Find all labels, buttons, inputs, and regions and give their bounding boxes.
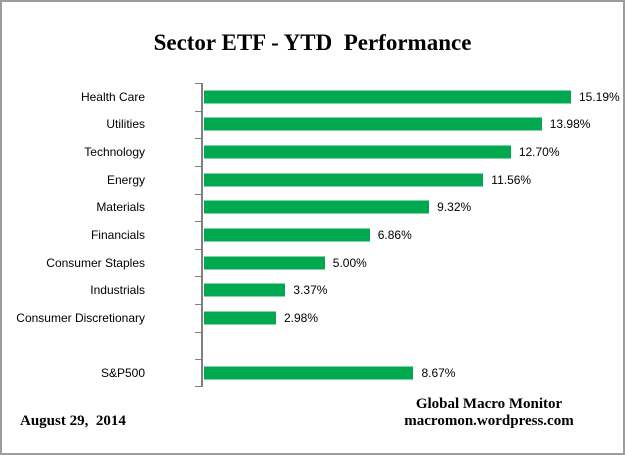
- footer-source-url: macromon.wordpress.com: [404, 413, 574, 429]
- chart-row: Energy 11.56%: [2, 166, 623, 194]
- plot-area: Health Care 15.19% Utilities 13.98% Technolo…: [2, 83, 623, 387]
- bar: [204, 117, 542, 131]
- bar: [204, 90, 571, 104]
- value-label: 11.56%: [491, 172, 532, 187]
- category-label: Energy: [106, 172, 145, 187]
- category-label: S&P500: [100, 366, 145, 381]
- bar: [204, 256, 325, 270]
- value-label: 6.86%: [377, 228, 412, 242]
- chart-row: Health Care 15.19%: [2, 83, 623, 111]
- chart-row: Technology 12.70%: [2, 138, 623, 166]
- axis-tick: [195, 331, 201, 333]
- bar: [204, 173, 484, 187]
- bar: [204, 311, 276, 325]
- chart-row: Industrials 3.37%: [2, 276, 623, 304]
- value-label: 12.70%: [518, 145, 560, 160]
- bar: [204, 366, 414, 380]
- value-label: 5.00%: [332, 255, 367, 270]
- chart-row: Consumer Staples 5.00%: [2, 249, 623, 277]
- axis-tick: [195, 83, 201, 84]
- chart-title: Sector ETF - YTD Performance: [153, 30, 472, 55]
- value-label: 13.98%: [549, 117, 591, 132]
- chart-row: Materials 9.32%: [2, 194, 623, 222]
- category-label: Materials: [96, 200, 145, 215]
- category-label: Industrials: [90, 283, 145, 298]
- category-label: Technology: [84, 145, 145, 160]
- value-label: 2.98%: [283, 310, 319, 325]
- value-label: 9.32%: [437, 200, 472, 215]
- chart-row: Financials 6.86%: [2, 221, 623, 249]
- footer-date: August 29, 2014: [20, 413, 126, 429]
- bar: [204, 200, 430, 214]
- axis-tick: [195, 165, 201, 167]
- chart-row: Consumer Discretionary 2.98%: [2, 304, 623, 332]
- axis-tick: [195, 221, 201, 223]
- category-label: Financials: [90, 228, 145, 242]
- axis-tick: [195, 110, 201, 112]
- bar: [204, 283, 286, 297]
- footer-source-name: Global Macro Monitor: [415, 396, 563, 412]
- axis-tick: [195, 304, 201, 306]
- value-label: 3.37%: [293, 283, 328, 298]
- value-label: 8.67%: [421, 366, 456, 381]
- category-label: Consumer Staples: [46, 255, 145, 270]
- bar: [204, 228, 370, 242]
- category-label: Consumer Discretionary: [16, 310, 145, 325]
- chart-row: [2, 332, 623, 360]
- axis-tick: [195, 248, 201, 250]
- axis-tick: [195, 386, 201, 387]
- axis-tick: [195, 138, 201, 140]
- axis-tick: [195, 359, 201, 361]
- category-label: Health Care: [80, 89, 145, 104]
- bar: [204, 145, 511, 159]
- category-axis-line: [201, 83, 203, 387]
- footer-source: Global Macro Monitor macromon.wordpress.…: [339, 396, 623, 430]
- axis-tick: [195, 193, 201, 195]
- chart-row: S&P500 8.67%: [2, 359, 623, 387]
- chart-row: Utilities 13.98%: [2, 111, 623, 139]
- axis-tick: [195, 276, 201, 278]
- category-label: Utilities: [106, 117, 145, 132]
- value-label: 15.19%: [578, 89, 620, 104]
